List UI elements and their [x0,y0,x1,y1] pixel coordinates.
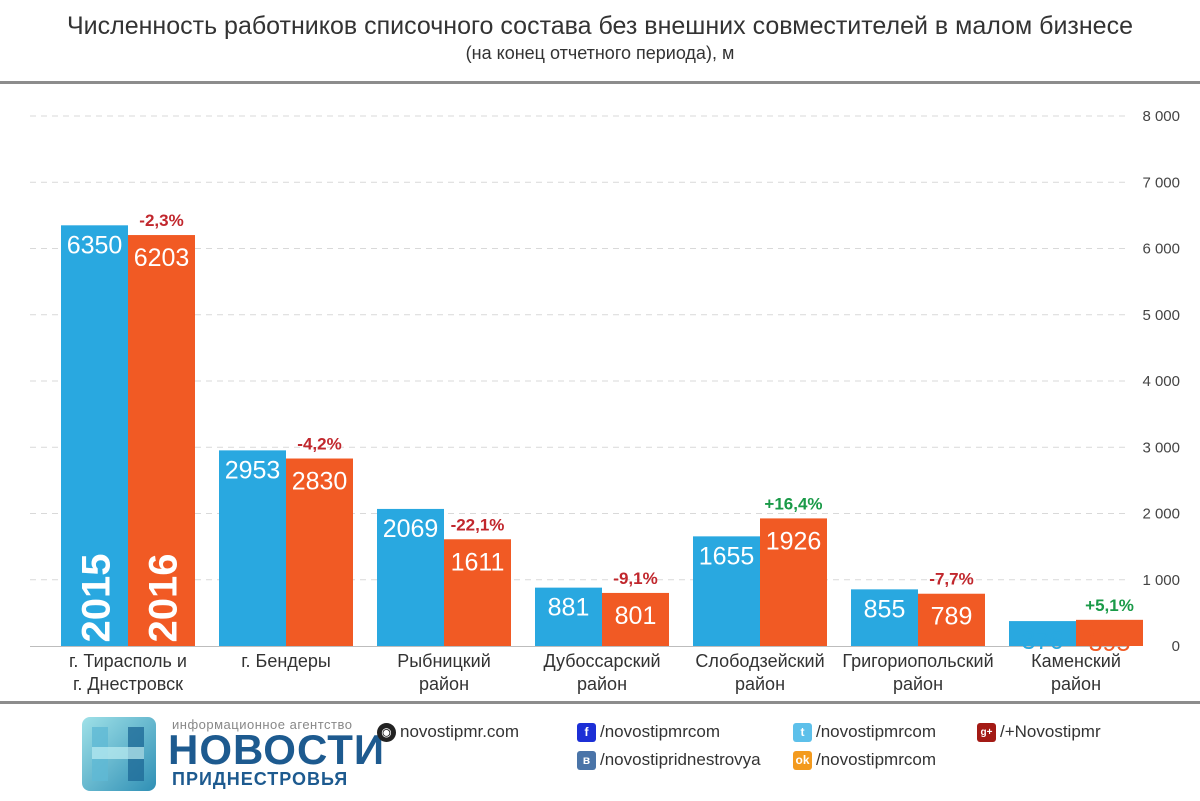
bar-2015 [1009,621,1076,646]
agency-name: НОВОСТИ [168,726,386,773]
vk-icon: в [577,750,596,770]
x-tick-label: район [419,674,469,694]
facebook-icon: f [577,722,596,742]
y-tick-label: 2 000 [1142,506,1180,523]
y-tick-label: 4 000 [1142,373,1180,390]
twitter-icon: t [793,722,812,742]
value-label-2016: 789 [931,603,973,631]
x-tick-label: Каменский [1031,651,1121,671]
y-tick-label: 6 000 [1142,241,1180,258]
x-tick-label: Рыбницкий [397,651,491,671]
x-tick-label: район [577,674,627,694]
series-label: 2016 [142,554,186,643]
value-label-2015: 881 [548,594,590,622]
googleplus-link-label: /+Novostipmr [1000,722,1101,741]
bar-2015 [693,536,760,646]
googleplus-icon: g+ [977,722,996,742]
bar-2016 [286,458,353,646]
value-label-2016: 801 [615,602,657,630]
y-tick-label: 0 [1172,638,1180,655]
value-label-2015: 376 [1022,627,1064,655]
twitter-link-label: /novostipmrcom [816,722,936,741]
bar-2015 [61,225,128,646]
bar-2016 [1076,619,1143,646]
value-label-2016: 2830 [292,468,348,496]
x-tick-label: г. Тирасполь и [69,651,187,671]
x-tick-label: г. Днестровск [73,674,183,694]
bar-2016 [918,593,985,646]
value-label-2015: 2953 [225,456,281,484]
agency-tagline: информационное агентство [172,717,353,732]
site-link-label: novostipmr.com [400,722,520,741]
globe-icon: ◉ [377,722,396,742]
value-label-2016: 1611 [451,548,505,576]
value-label-2016: 6203 [134,244,190,272]
chart-title: Численность работников списочного состав… [67,12,1133,40]
value-label-2016: 395 [1089,629,1131,657]
value-label-2016: 1926 [766,527,822,555]
value-label-2015: 855 [864,595,906,623]
agency-logo-icon [82,717,156,791]
footer: информационное агентство НОВОСТИ ПРИДНЕС… [0,703,1200,801]
odnoklassniki-icon: ok [793,750,812,770]
x-tick-label: район [735,674,785,694]
googleplus-link[interactable]: g+ /+Novostipmr [977,722,1101,742]
bar-2015 [377,508,444,646]
facebook-link-label: /novostipmrcom [600,722,720,741]
y-tick-label: 3 000 [1142,439,1180,456]
bar-2015 [851,589,918,646]
facebook-link[interactable]: f /novostipmrcom [577,722,720,742]
y-tick-label: 5 000 [1142,307,1180,324]
x-tick-label: Слободзейский [695,651,824,671]
bar-2015 [219,450,286,646]
footer-divider [0,701,1200,704]
agency-region: ПРИДНЕСТРОВЬЯ [172,769,349,789]
change-label: -4,2% [297,435,341,454]
y-tick-label: 7 000 [1142,174,1180,191]
value-label-2015: 6350 [67,231,123,259]
x-tick-label: Дубоссарский [543,651,660,671]
twitter-link[interactable]: t /novostipmrcom [793,722,936,742]
x-tick-label: район [1051,674,1101,694]
bar-2016 [444,539,511,646]
change-label: -2,3% [139,211,183,230]
x-tick-label: район [893,674,943,694]
ok-link[interactable]: ok /novostipmrcom [793,750,936,770]
change-label: +5,1% [1085,596,1134,615]
y-tick-label: 1 000 [1142,572,1180,589]
value-label-2015: 2069 [383,515,439,543]
change-label: -9,1% [613,569,657,588]
vk-link[interactable]: в /novostipridnestrovya [577,750,761,770]
change-label: -7,7% [929,570,973,589]
bar-2016 [760,518,827,646]
y-tick-label: 8 000 [1142,108,1180,125]
bar-2016 [602,592,669,646]
bar-2015 [535,587,602,646]
chart-subtitle: (на конец отчетного периода), м [465,43,735,63]
ok-link-label: /novostipmrcom [816,750,936,769]
value-label-2015: 1655 [699,542,755,570]
change-label: +16,4% [764,494,822,513]
vk-link-label: /novostipridnestrovya [600,750,761,769]
x-tick-label: г. Бендеры [241,651,331,671]
site-link[interactable]: ◉ novostipmr.com [377,722,519,742]
header-divider [0,81,1200,84]
series-label: 2015 [75,554,119,643]
change-label: -22,1% [451,515,505,534]
bar-chart: 0 1 000 2 000 3 000 4 000 5 000 6 000 7 000 8 00… [30,108,1180,694]
x-tick-label: Григориопольский [842,651,993,671]
bar-2016 [128,235,195,646]
